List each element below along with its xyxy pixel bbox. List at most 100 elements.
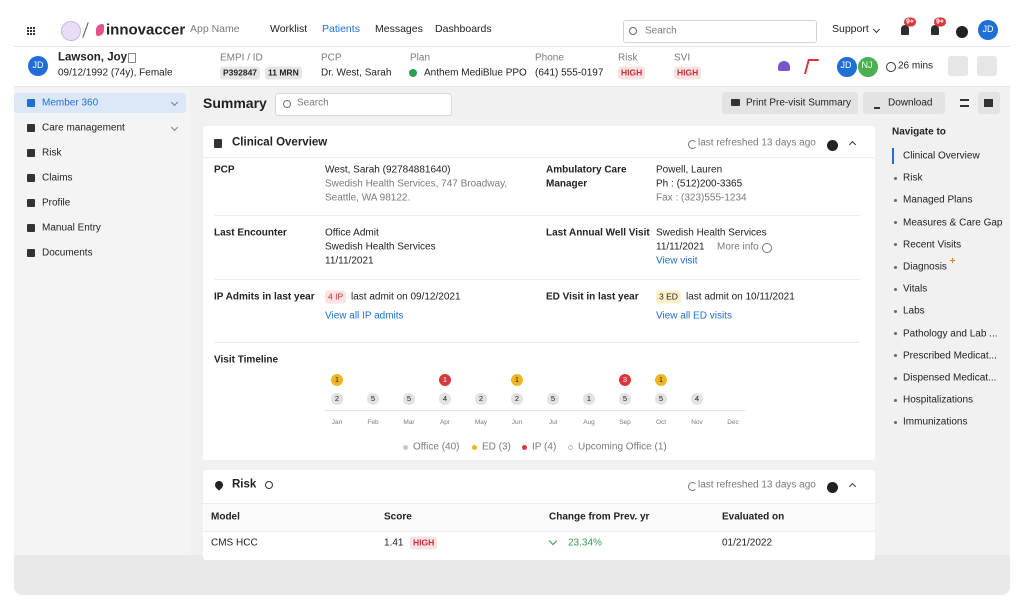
apps-icon-dot[interactable] [30, 27, 32, 29]
search-box[interactable] [623, 20, 817, 43]
settings-icon[interactable] [826, 481, 838, 493]
sidebar-item[interactable]: Care management [42, 122, 125, 134]
apps-icon-dot[interactable] [27, 30, 29, 32]
plan-verified-icon [409, 69, 417, 77]
sidebar-item[interactable]: Manual Entry [42, 222, 101, 234]
office-visit-dot[interactable] [583, 393, 595, 405]
office-visit-count: 5 [658, 394, 664, 404]
apps-icon-dot[interactable] [33, 30, 35, 32]
top-bar [14, 14, 1010, 47]
patient-initials: JD [32, 60, 44, 71]
apps-icon-dot[interactable] [30, 30, 32, 32]
apps-icon-dot[interactable] [27, 33, 29, 35]
print-button[interactable] [722, 92, 858, 114]
view-visit-link[interactable]: View visit [656, 255, 698, 267]
nav-link[interactable]: Dashboards [435, 23, 492, 36]
field-label: Manager [546, 178, 588, 190]
sidebar-item[interactable]: Member 360 [42, 97, 99, 109]
notification-icon[interactable] [901, 25, 909, 35]
copy-icon[interactable] [128, 53, 136, 63]
ip-badge: 4 IP [325, 290, 347, 304]
row-divider [214, 215, 860, 216]
ed-visit-dot[interactable] [331, 374, 343, 386]
search-icon [629, 27, 637, 35]
ed-visit-dot[interactable] [655, 374, 667, 386]
field-label: Plan [410, 52, 431, 64]
patient-details: 09/12/1992 (74y), Female [58, 67, 173, 79]
ed-visit-count: 1 [514, 375, 520, 385]
office-visit-dot[interactable] [439, 393, 451, 405]
sidebar-item[interactable]: Claims [42, 172, 73, 184]
nav-link[interactable]: Messages [375, 23, 423, 36]
office-visit-dot[interactable] [403, 393, 415, 405]
office-visit-dot[interactable] [691, 393, 703, 405]
sidebar-active [14, 93, 186, 113]
mrn-chip: 11 MRN [265, 66, 302, 80]
sidebar-item[interactable]: Profile [42, 197, 71, 209]
download-icon [874, 99, 880, 109]
office-visit-dot[interactable] [511, 393, 523, 405]
ip-visit-dot[interactable] [619, 374, 631, 386]
search-placeholder: Search [645, 25, 677, 37]
message-button[interactable] [948, 56, 968, 76]
care-icon[interactable] [778, 61, 790, 71]
navigate-item[interactable]: Managed Plans [903, 194, 973, 206]
navigate-item[interactable]: Dispensed Medicat... [903, 372, 997, 384]
navigate-item[interactable]: Diagnosis [903, 261, 947, 273]
sidebar-item[interactable]: Risk [42, 147, 62, 159]
download-button[interactable] [863, 92, 945, 114]
navigate-item[interactable]: Labs [903, 305, 925, 317]
view-ed-link[interactable]: View all ED visits [656, 310, 732, 322]
navigate-bullet [893, 309, 897, 313]
office-visit-count: 4 [694, 394, 700, 404]
office-visit-dot[interactable] [619, 393, 631, 405]
field-label: ED Visit in last year [546, 291, 639, 303]
sidebar-item[interactable]: Documents [42, 247, 93, 259]
encounter-line: Swedish Health Services [325, 241, 436, 253]
navigate-bullet [893, 287, 897, 291]
info-icon[interactable] [762, 243, 772, 253]
sidebar-icon [27, 174, 35, 182]
risk-level-chip: HIGH [410, 536, 438, 550]
navigate-item[interactable]: Immunizations [903, 416, 968, 428]
nav-link[interactable]: Worklist [270, 23, 308, 36]
office-visit-count: 5 [622, 394, 628, 404]
settings-icon[interactable] [826, 139, 838, 151]
user-avatar[interactable] [978, 20, 998, 40]
office-visit-dot[interactable] [547, 393, 559, 405]
apps-icon-dot[interactable] [33, 33, 35, 35]
ip-visit-dot[interactable] [439, 374, 451, 386]
apps-icon-dot[interactable] [33, 27, 35, 29]
month-label: Sep [619, 418, 631, 426]
navigate-item[interactable]: Prescribed Medicat... [903, 350, 997, 362]
table-cell: 23.34% [568, 537, 602, 549]
office-visit-dot[interactable] [475, 393, 487, 405]
navigate-item[interactable]: Vitals [903, 283, 928, 295]
office-visit-count: 4 [442, 394, 448, 404]
legend-label: ED (3) [482, 441, 511, 453]
search-icon [265, 481, 273, 489]
ed-visit-dot[interactable] [511, 374, 523, 386]
office-visit-dot[interactable] [331, 393, 343, 405]
support-menu[interactable]: Support [832, 23, 869, 36]
navigate-title: Navigate to [892, 126, 946, 138]
nav-link[interactable]: Patients [322, 23, 360, 36]
apps-icon-dot[interactable] [27, 27, 29, 29]
navigate-item[interactable]: Hospitalizations [903, 394, 974, 406]
navigate-item[interactable]: Recent Visits [903, 239, 962, 251]
notification-icon[interactable] [931, 25, 939, 35]
table-cell: 01/21/2022 [722, 537, 773, 549]
navigate-item[interactable]: Clinical Overview [903, 150, 980, 162]
navigate-item[interactable]: Measures & Care Gap [903, 217, 1003, 229]
view-ip-link[interactable]: View all IP admits [325, 310, 404, 322]
office-visit-dot[interactable] [367, 393, 379, 405]
summary-search[interactable] [275, 93, 452, 116]
apps-icon-dot[interactable] [30, 33, 32, 35]
settings-icon[interactable] [956, 26, 968, 38]
care-team-avatar[interactable] [857, 56, 879, 78]
office-visit-dot[interactable] [655, 393, 667, 405]
navigate-item[interactable]: Risk [903, 172, 923, 184]
navigate-item[interactable]: Pathology and Lab ... [903, 328, 998, 340]
more-button[interactable] [977, 56, 997, 76]
table-header-cell: Model [211, 511, 240, 523]
